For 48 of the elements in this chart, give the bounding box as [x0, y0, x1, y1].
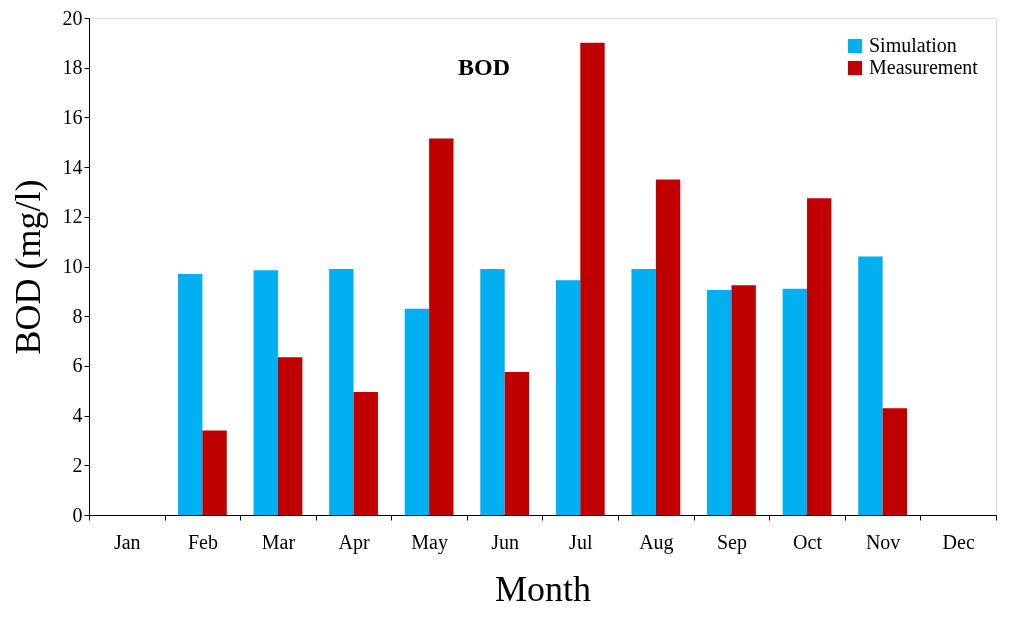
y-tick-label: 10: [62, 255, 83, 277]
bar: [782, 288, 808, 515]
bar: [555, 280, 581, 515]
bar: [353, 391, 378, 515]
x-tick-label: Jan: [113, 530, 141, 553]
y-tick-label: 6: [72, 354, 83, 377]
bar: [177, 273, 203, 515]
x-tick-label: Nov: [865, 530, 901, 553]
bar: [329, 268, 354, 515]
bar: [807, 198, 832, 515]
x-tick-label: Apr: [338, 530, 370, 554]
text: BOD: [457, 54, 511, 80]
bar: [429, 138, 454, 515]
legend-label: Simulation: [869, 34, 957, 56]
x-tick-label: Jun: [491, 530, 520, 553]
x-tick-label: Feb: [187, 530, 218, 553]
x-tick-label: Sep: [716, 530, 747, 554]
x-axis-title: Month: [494, 568, 592, 609]
y-tick-label: 14: [62, 155, 83, 178]
y-tick-label: 18: [62, 56, 83, 79]
x-tick-label: Jul: [569, 530, 593, 553]
bar: [404, 308, 430, 515]
y-tick-label: 20: [62, 6, 83, 29]
bar: [480, 268, 505, 515]
x-tick-label: Dec: [942, 530, 975, 553]
bar: [731, 285, 756, 515]
x-tick-label: Oct: [793, 530, 823, 553]
bar: [858, 256, 883, 515]
y-tick-label: 4: [72, 404, 83, 427]
bar: [631, 268, 656, 515]
y-axis-title: BOD (mg/l): [7, 179, 48, 355]
y-tick-label: 8: [72, 304, 83, 327]
y-tick-label: 2: [72, 453, 83, 476]
bar: [882, 408, 908, 515]
bar: [655, 179, 681, 515]
bar: [707, 290, 732, 515]
bar: [253, 270, 278, 515]
x-tick-label: Mar: [261, 530, 296, 553]
y-tick-label: 16: [62, 105, 83, 128]
bar: [580, 42, 605, 515]
y-tick-label: 12: [62, 205, 83, 228]
y-tick-label: 0: [72, 503, 83, 526]
bar: [202, 430, 227, 515]
legend-label: Measurement: [869, 56, 979, 78]
x-tick-label: May: [411, 530, 448, 554]
x-tick-label: Aug: [639, 530, 674, 554]
bar: [277, 357, 303, 515]
bar: [504, 372, 530, 515]
